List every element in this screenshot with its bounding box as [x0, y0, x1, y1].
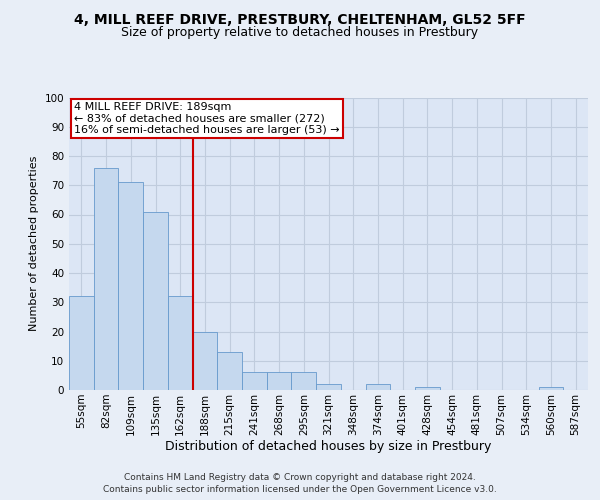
Bar	[415, 387, 440, 390]
Bar	[316, 384, 341, 390]
Bar	[94, 168, 118, 390]
Bar	[365, 384, 390, 390]
Text: Contains public sector information licensed under the Open Government Licence v3: Contains public sector information licen…	[103, 485, 497, 494]
Bar	[118, 182, 143, 390]
Bar	[217, 352, 242, 390]
Text: Size of property relative to detached houses in Prestbury: Size of property relative to detached ho…	[121, 26, 479, 39]
Bar	[168, 296, 193, 390]
X-axis label: Distribution of detached houses by size in Prestbury: Distribution of detached houses by size …	[166, 440, 491, 454]
Bar	[143, 212, 168, 390]
Y-axis label: Number of detached properties: Number of detached properties	[29, 156, 39, 332]
Text: Contains HM Land Registry data © Crown copyright and database right 2024.: Contains HM Land Registry data © Crown c…	[124, 472, 476, 482]
Bar	[69, 296, 94, 390]
Text: 4, MILL REEF DRIVE, PRESTBURY, CHELTENHAM, GL52 5FF: 4, MILL REEF DRIVE, PRESTBURY, CHELTENHA…	[74, 12, 526, 26]
Bar	[242, 372, 267, 390]
Bar	[193, 332, 217, 390]
Bar	[539, 387, 563, 390]
Bar	[292, 372, 316, 390]
Bar	[267, 372, 292, 390]
Text: 4 MILL REEF DRIVE: 189sqm
← 83% of detached houses are smaller (272)
16% of semi: 4 MILL REEF DRIVE: 189sqm ← 83% of detac…	[74, 102, 340, 135]
